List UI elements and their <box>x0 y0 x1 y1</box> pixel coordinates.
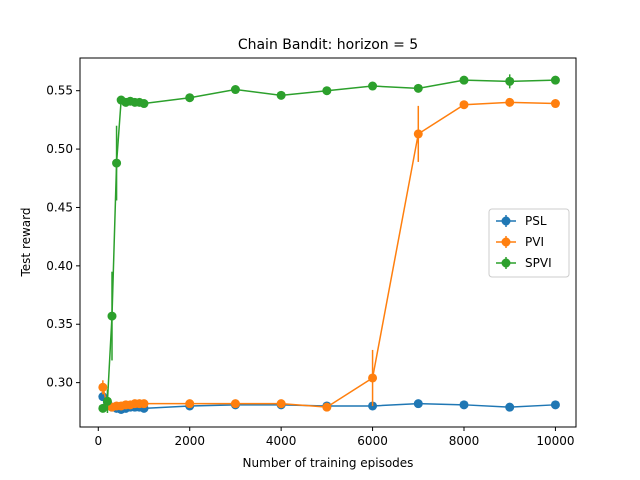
x-tick-label: 4000 <box>266 434 297 448</box>
spvi-point <box>139 99 149 109</box>
chart-title: Chain Bandit: horizon = 5 <box>238 37 418 53</box>
y-axis: 0.30 0.35 0.40 0.45 0.50 0.55 <box>46 84 80 390</box>
y-tick-label: 0.40 <box>46 259 73 273</box>
spvi-point <box>550 75 560 85</box>
y-tick-label: 0.30 <box>46 376 73 390</box>
pvi-point <box>98 382 108 392</box>
legend-label: PVI <box>525 235 544 249</box>
x-axis-label: Number of training episodes <box>243 456 414 470</box>
y-tick-label: 0.50 <box>46 142 73 156</box>
y-tick-label: 0.55 <box>46 84 73 98</box>
x-tick-label: 10000 <box>536 434 574 448</box>
x-tick-label: 0 <box>94 434 102 448</box>
x-axis: 0 2000 4000 6000 8000 10000 <box>94 427 575 448</box>
psl-point <box>505 402 515 412</box>
x-tick-label: 2000 <box>174 434 205 448</box>
pvi-point <box>276 399 286 409</box>
pvi-point <box>505 97 515 107</box>
plot-frame <box>79 57 577 428</box>
psl-point <box>550 400 560 410</box>
spvi-point <box>185 93 195 103</box>
y-axis-label: Test reward <box>19 207 33 277</box>
spvi-point <box>230 85 240 95</box>
spvi-point <box>112 158 122 168</box>
x-tick-label: 6000 <box>357 434 388 448</box>
x-tick-label: 8000 <box>449 434 480 448</box>
legend-swatch-marker <box>501 216 511 226</box>
pvi-point <box>322 402 332 412</box>
legend-label: PSL <box>525 214 547 228</box>
legend-label: SPVI <box>525 256 552 270</box>
pvi-point <box>550 99 560 109</box>
legend-swatch-marker <box>501 258 511 268</box>
legend-item-psl: PSL <box>496 214 547 228</box>
spvi-point <box>505 76 515 86</box>
psl-point <box>459 400 469 410</box>
spvi-point <box>98 403 108 413</box>
pvi-point <box>413 129 423 139</box>
legend-swatch-marker <box>501 237 511 247</box>
series-spvi <box>98 74 560 413</box>
legend-item-pvi: PVI <box>496 235 544 249</box>
y-tick-label: 0.45 <box>46 200 73 214</box>
legend-item-spvi: SPVI <box>496 256 552 270</box>
spvi-point <box>322 86 332 96</box>
pvi-point <box>459 100 469 110</box>
spvi-point <box>102 396 112 406</box>
psl-point <box>413 399 423 409</box>
pvi-point <box>230 399 240 409</box>
plot-series <box>98 74 560 414</box>
pvi-point <box>185 399 195 409</box>
legend: PSL PVI SPVI <box>488 208 570 278</box>
spvi-point <box>276 90 286 100</box>
pvi-point <box>139 399 149 409</box>
pvi-point <box>368 373 378 383</box>
spvi-point <box>459 75 469 85</box>
spvi-point <box>413 83 423 93</box>
spvi-point <box>107 311 117 321</box>
spvi-point <box>368 81 378 91</box>
y-tick-label: 0.35 <box>46 317 73 331</box>
